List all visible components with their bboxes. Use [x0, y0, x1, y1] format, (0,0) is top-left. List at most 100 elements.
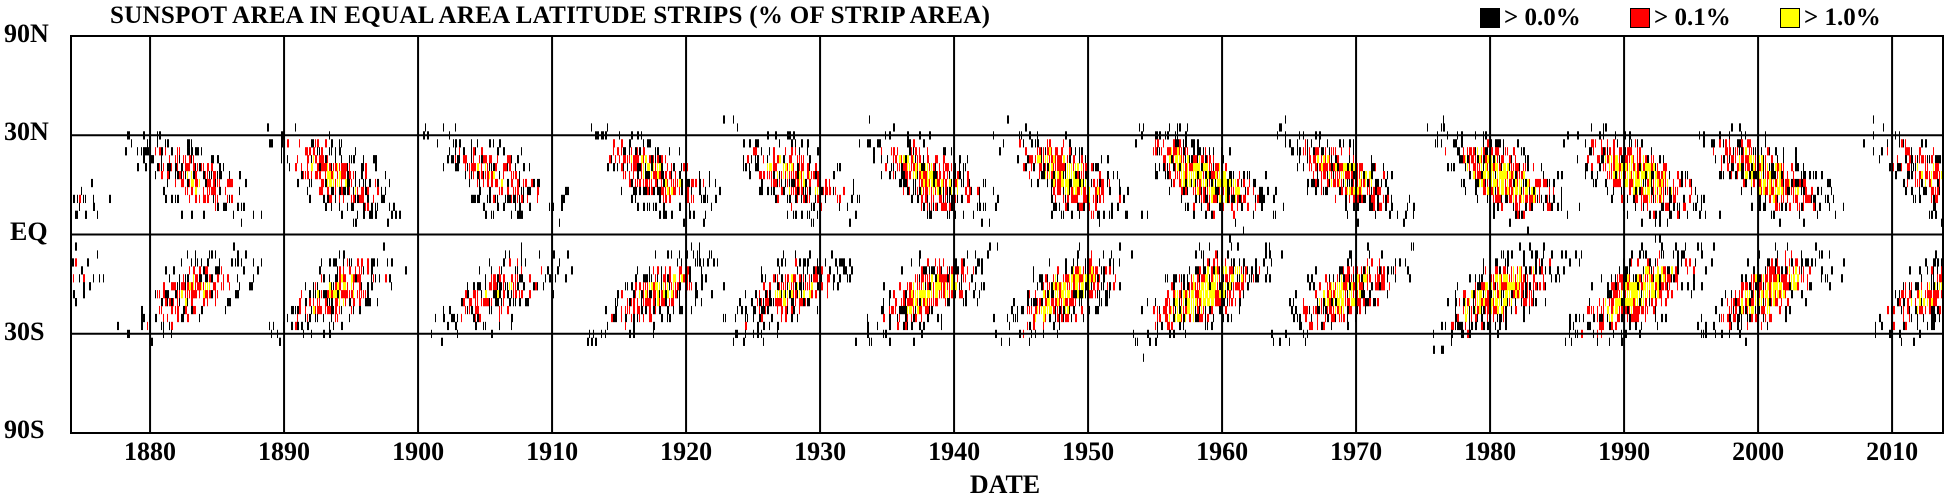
sunspot-bin: [1607, 170, 1608, 180]
sunspot-bin: [951, 282, 953, 291]
sunspot-bin: [1457, 282, 1458, 291]
sunspot-bin: [1471, 321, 1473, 331]
sunspot-bin: [1651, 147, 1652, 156]
sunspot-bin: [1649, 194, 1650, 204]
sunspot-bin: [919, 290, 921, 299]
sunspot-bin: [917, 186, 918, 196]
sunspot-bin: [1239, 186, 1240, 196]
sunspot-bin: [631, 194, 633, 204]
sunspot-bin: [1643, 250, 1644, 259]
sunspot-bin: [1101, 266, 1102, 275]
sunspot-bin: [1059, 290, 1061, 299]
sunspot-bin: [1515, 194, 1517, 204]
sunspot-bin: [633, 290, 635, 299]
sunspot-bin: [1455, 298, 1457, 307]
sunspot-bin: [199, 266, 201, 275]
sunspot-bin: [659, 186, 661, 196]
sunspot-bin: [649, 163, 650, 172]
sunspot-bin: [1697, 194, 1698, 204]
sunspot-bin: [919, 282, 920, 291]
sunspot-bin: [1309, 321, 1311, 331]
sunspot-bin: [919, 147, 920, 156]
sunspot-bin: [1217, 186, 1219, 196]
sunspot-bin: [1651, 282, 1653, 291]
sunspot-bin: [1077, 266, 1079, 275]
sunspot-bin: [673, 290, 674, 299]
sunspot-bin: [949, 194, 950, 204]
sunspot-bin: [1741, 155, 1743, 164]
sunspot-bin: [871, 337, 872, 346]
sunspot-bin: [1465, 321, 1466, 331]
sunspot-bin: [191, 139, 192, 148]
sunspot-bin: [463, 147, 465, 156]
sunspot-bin: [967, 266, 968, 275]
sunspot-bin: [455, 163, 457, 172]
sunspot-bin: [1093, 210, 1094, 219]
sunspot-bin: [1753, 274, 1755, 283]
sunspot-bin: [1303, 298, 1304, 307]
sunspot-bin: [1027, 155, 1029, 164]
sunspot-bin: [935, 258, 936, 267]
sunspot-bin: [1497, 290, 1499, 299]
sunspot-bin: [1735, 313, 1736, 323]
sunspot-bin: [457, 163, 459, 172]
sunspot-bin: [1139, 123, 1140, 132]
sunspot-bin: [241, 218, 242, 227]
sunspot-bin: [1035, 290, 1036, 299]
sunspot-bin: [1343, 266, 1344, 275]
sunspot-bin: [1751, 202, 1753, 211]
sunspot-bin: [1245, 194, 1246, 204]
sunspot-bin: [297, 178, 299, 188]
sunspot-bin: [667, 186, 669, 196]
sunspot-bin: [913, 139, 915, 148]
sunspot-bin: [777, 155, 779, 164]
sunspot-bin: [345, 298, 346, 307]
sunspot-bin: [203, 194, 205, 204]
sunspot-bin: [939, 170, 941, 180]
sunspot-bin: [1481, 313, 1483, 323]
sunspot-bin: [331, 147, 332, 156]
sunspot-bin: [1631, 305, 1632, 315]
sunspot-bin: [921, 282, 922, 291]
sunspot-bin: [477, 178, 478, 188]
sunspot-bin: [1211, 305, 1213, 315]
sunspot-bin: [637, 298, 638, 307]
sunspot-bin: [963, 170, 964, 180]
sunspot-bin: [1379, 258, 1380, 267]
sunspot-bin: [963, 210, 964, 219]
sunspot-bin: [1607, 186, 1608, 196]
sunspot-bin: [1285, 139, 1286, 148]
sunspot-bin: [1047, 178, 1048, 188]
sunspot-bin: [1749, 163, 1750, 172]
sunspot-bin: [1507, 266, 1508, 275]
sunspot-bin: [481, 170, 483, 180]
sunspot-bin: [339, 139, 340, 148]
sunspot-bin: [1255, 194, 1256, 204]
sunspot-bin: [1261, 194, 1263, 204]
sunspot-bin: [1099, 210, 1100, 219]
sunspot-bin: [1337, 305, 1339, 315]
sunspot-bin: [1095, 274, 1096, 283]
sunspot-bin: [1041, 298, 1043, 307]
sunspot-bin: [1125, 210, 1127, 219]
sunspot-bin: [1189, 170, 1190, 180]
sunspot-bin: [1635, 298, 1636, 307]
sunspot-bin: [1337, 155, 1339, 164]
sunspot-bin: [1169, 321, 1170, 331]
sunspot-bin: [663, 282, 664, 291]
sunspot-bin: [915, 147, 917, 156]
sunspot-bin: [375, 274, 376, 283]
sunspot-bin: [1639, 250, 1641, 259]
sunspot-bin: [1339, 163, 1341, 172]
sunspot-bin: [1351, 170, 1353, 180]
sunspot-bin: [1521, 147, 1522, 156]
sunspot-bin: [1517, 266, 1518, 275]
sunspot-bin: [353, 194, 355, 204]
sunspot-bin: [1621, 305, 1623, 315]
sunspot-bin: [1361, 290, 1363, 299]
sunspot-bin: [1177, 170, 1178, 180]
sunspot-bin: [669, 147, 670, 156]
sunspot-bin: [1497, 155, 1498, 164]
sunspot-bin: [1527, 290, 1528, 299]
sunspot-bin: [1625, 155, 1627, 164]
